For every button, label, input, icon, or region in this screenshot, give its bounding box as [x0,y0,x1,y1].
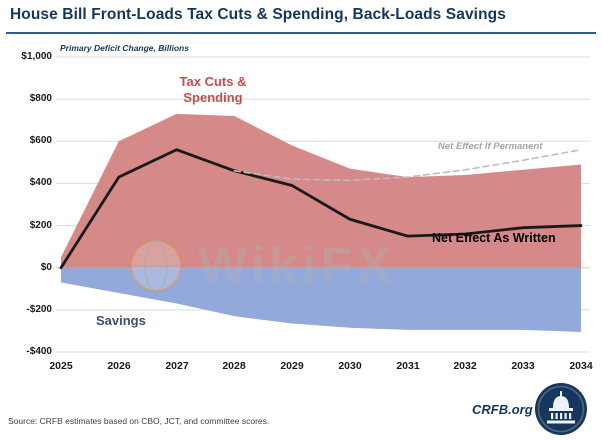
source-note: Source: CRFB estimates based on CBO, JCT… [8,416,270,426]
page-title: House Bill Front-Loads Tax Cuts & Spendi… [10,6,506,23]
x-axis-tick-label: 2028 [222,360,246,372]
y-axis-tick-label: -$400 [26,346,52,357]
crfb-org-label: CRFB.org [472,402,533,417]
capitol-logo-icon [535,383,587,435]
x-axis-tick-label: 2026 [107,360,131,372]
y-axis-tick-label: $200 [29,220,52,231]
x-axis-tick-label: 2033 [511,360,535,372]
x-axis-tick-label: 2030 [338,360,362,372]
annotation-net-effect-as-written: Net Effect As Written [432,231,556,245]
y-axis-tick-label: $1,000 [21,51,52,62]
annotation-savings: Savings [96,313,146,328]
y-axis-tick-label: $800 [29,93,52,104]
axis-unit-note: Primary Deficit Change, Billions [60,43,189,53]
x-axis-tick-label: 2025 [49,360,73,372]
title-underline [6,32,596,34]
y-axis-tick-label: $400 [29,177,52,188]
annotation-tax-cuts-spending: Tax Cuts & Spending [179,74,247,106]
y-axis-tick-label: $0 [40,262,52,273]
annotation-net-effect-if-permanent: Net Effect If Permanent [438,141,543,152]
y-axis-tick-label: $600 [29,135,52,146]
y-axis-tick-label: -$200 [26,304,52,315]
x-axis-tick-label: 2027 [165,360,189,372]
x-axis-tick-label: 2031 [396,360,420,372]
x-axis-tick-label: 2032 [453,360,477,372]
x-axis-tick-label: 2029 [280,360,304,372]
x-axis-tick-label: 2034 [569,360,593,372]
